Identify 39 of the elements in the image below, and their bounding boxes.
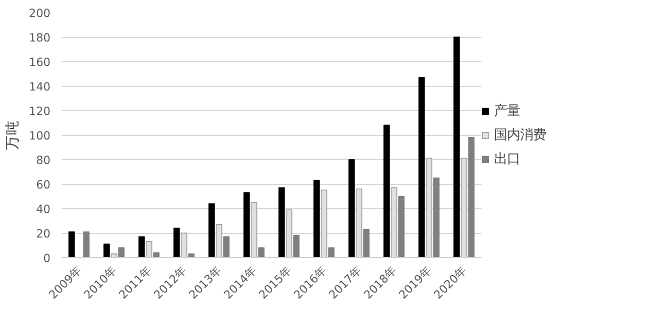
bar xyxy=(293,235,300,258)
bar xyxy=(363,228,370,258)
y-axis-title: 万吨 xyxy=(4,120,21,150)
y-tick-label: 120 xyxy=(28,104,51,118)
bar xyxy=(138,236,145,258)
bar xyxy=(103,244,110,258)
y-tick-label: 80 xyxy=(36,153,51,167)
y-tick-label: 140 xyxy=(28,80,51,94)
bar xyxy=(468,137,475,258)
bar xyxy=(68,231,75,258)
bar xyxy=(433,177,440,258)
bar xyxy=(258,247,265,258)
y-tick-label: 200 xyxy=(28,6,51,20)
legend-label: 国内消费 xyxy=(494,126,546,144)
y-tick-label: 40 xyxy=(36,202,51,216)
bar xyxy=(328,247,335,258)
y-tick-label: 180 xyxy=(28,30,51,44)
y-tick-label: 0 xyxy=(43,251,51,265)
bar xyxy=(418,77,425,258)
bar xyxy=(146,241,152,258)
legend-label: 产量 xyxy=(494,102,520,120)
bar xyxy=(383,124,390,258)
bar xyxy=(118,247,125,258)
bar xyxy=(313,180,320,258)
bar xyxy=(208,203,215,258)
y-tick-label: 60 xyxy=(36,178,51,192)
bar xyxy=(83,231,90,258)
y-tick-label: 20 xyxy=(36,226,51,240)
bar xyxy=(243,192,250,258)
y-tick-label: 100 xyxy=(28,128,51,142)
bar xyxy=(398,196,405,258)
bar xyxy=(278,187,285,258)
bar xyxy=(153,252,160,258)
bar xyxy=(453,36,460,258)
legend-label: 出口 xyxy=(494,150,520,168)
bar xyxy=(173,228,180,258)
bar xyxy=(348,159,355,258)
y-tick-label: 160 xyxy=(28,55,51,69)
bar xyxy=(223,236,230,258)
